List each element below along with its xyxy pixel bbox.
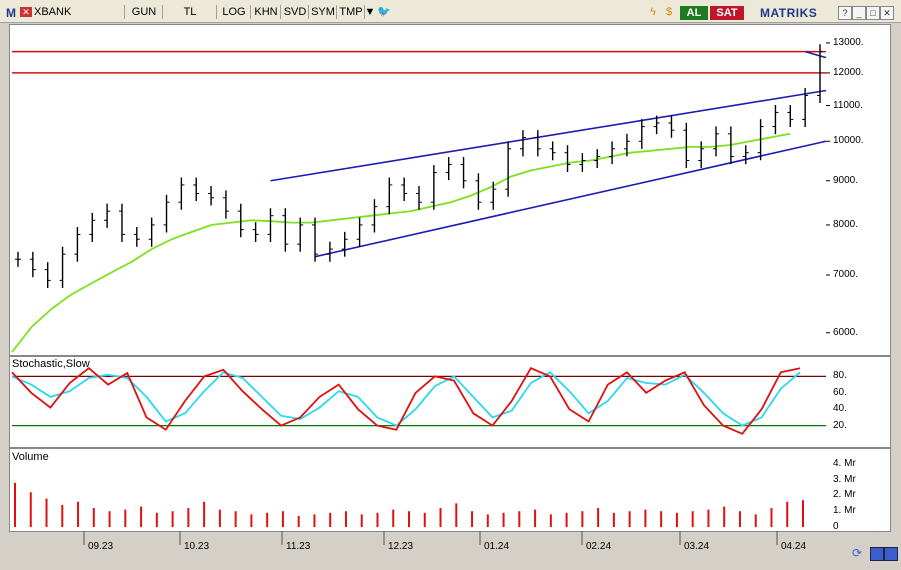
top-trend-line [804,50,827,59]
price-axis [828,24,891,356]
volume-tick-label: 3. Mr [833,473,856,485]
price-tick-label: 12000. [833,66,864,78]
x-tick-label: 04.24 [781,541,807,552]
minimize-icon[interactable]: _ [852,6,866,20]
svd-button[interactable]: SVD [282,5,309,19]
price-tick-label: 8000. [833,218,859,230]
khn-button[interactable]: KHN [252,5,281,19]
stoch-k-line [11,367,801,435]
chart-toolbar: M ✕ XBANK GUN TL LOG KHN SVD SYM TMP ▼ 🐦… [0,0,901,23]
x-tick-label: 01.24 [484,541,510,552]
lightning-icon[interactable]: ϟ [650,6,656,18]
volume-tick-label: 4. Mr [833,457,856,469]
stochastic-axis [828,356,891,448]
sym-button[interactable]: SYM [310,5,337,19]
buy-button[interactable]: AL [680,6,708,20]
app-logo-icon: M [6,6,16,20]
volume-tick-label: 1. Mr [833,505,856,517]
x-tick-label: 10.23 [184,541,210,552]
volume-tick-label: 0 [833,521,839,532]
x-tick-label: 03.24 [684,541,710,552]
twitter-icon[interactable]: 🐦 [377,6,391,18]
dropdown-arrow-icon[interactable]: ▼ [364,6,376,18]
currency-button[interactable]: TL [164,5,217,19]
close-window-icon[interactable]: ✕ [880,6,894,20]
tmp-button[interactable]: TMP [338,5,365,19]
price-tick-label: 7000. [833,268,859,280]
volume-title: Volume [12,451,49,463]
x-tick-label: 11.23 [286,541,311,552]
moving-average-line [11,132,791,353]
price-tick-label: 11000. [833,99,863,111]
scroll-left-icon[interactable] [870,547,884,561]
symbol-field[interactable]: XBANK [34,5,125,19]
period-button[interactable]: GUN [126,5,163,19]
help-icon[interactable]: ? [838,6,852,20]
x-tick-label: 09.23 [88,541,114,552]
refresh-icon[interactable]: ⟳ [852,546,864,560]
maximize-icon[interactable]: □ [866,6,880,20]
brand-logo: MATRIKS [760,6,818,20]
volume-tick-label: 2. Mr [833,489,856,501]
scroll-right-icon[interactable] [884,547,898,561]
lower-trend-line [314,140,827,258]
x-tick-label: 12.23 [388,541,414,552]
stoch-tick-label: 80. [833,370,847,382]
sell-button[interactable]: SAT [710,6,744,20]
stoch-tick-label: 40. [833,403,847,415]
close-symbol-icon[interactable]: ✕ [20,7,32,17]
stoch-tick-label: 60. [833,386,847,398]
log-button[interactable]: LOG [218,5,251,19]
volume-axis [828,448,891,532]
upper-trend-line [270,89,827,182]
stoch-tick-label: 20. [833,419,847,431]
stochastic-panel[interactable] [9,356,830,448]
price-tick-label: 10000. [833,135,864,147]
price-tick-label: 9000. [833,174,859,186]
dollar-icon[interactable]: $ [665,6,673,18]
x-tick-label: 02.24 [586,541,612,552]
price-tick-label: 13000. [833,36,864,48]
stoch-d-line [11,371,801,427]
stochastic-title: Stochastic,Slow [12,358,90,370]
price-tick-label: 6000. [833,326,859,338]
